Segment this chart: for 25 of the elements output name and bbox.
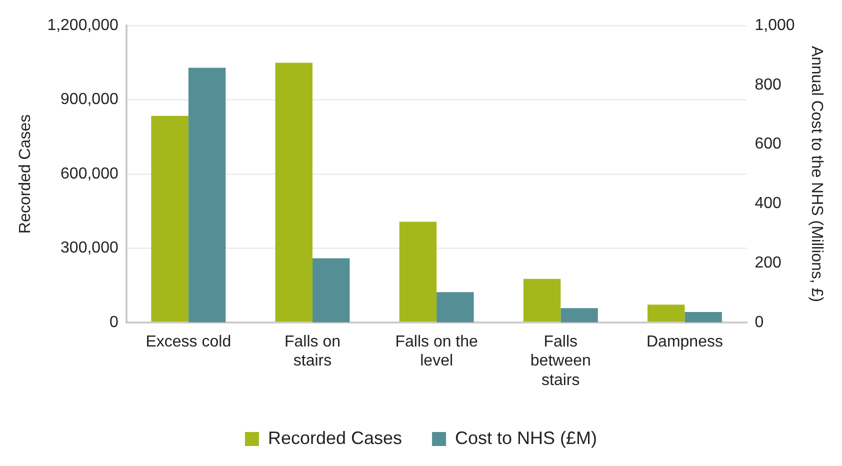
- legend-label: Cost to NHS (£M): [455, 428, 598, 448]
- x-tick-label: Falls on stairs: [284, 333, 341, 370]
- y2-tick-label: 800: [754, 76, 782, 94]
- x-tick-label: Excess cold: [146, 333, 232, 350]
- y-tick-label: 1,200,000: [47, 17, 118, 34]
- y2-tick-label: 600: [754, 136, 782, 153]
- y-tick-label: 300,000: [60, 240, 118, 257]
- x-tick-label: Falls between stairs: [530, 333, 591, 389]
- y2-tick-label: 200: [754, 254, 782, 272]
- x-tick-label: Falls on the level: [395, 333, 478, 370]
- y2-axis-title: Annual Cost to the NHS (Millions, £): [808, 46, 825, 302]
- legend-label: Recorded Cases: [268, 428, 402, 448]
- y2-tick-label: 0: [754, 314, 764, 331]
- x-tick-label: Dampness: [646, 333, 723, 350]
- y-tick-label: 0: [109, 314, 118, 331]
- bar: [399, 222, 437, 322]
- y2-tick-label: 1,000: [754, 17, 795, 34]
- y-axis-title: Recorded Cases: [17, 114, 34, 234]
- y-tick-label: 600,000: [60, 165, 118, 182]
- bar: [523, 278, 561, 322]
- y-tick-label: 900,000: [60, 91, 118, 108]
- bar: [436, 292, 474, 322]
- y2-tick-label: 400: [754, 195, 782, 212]
- bar: [275, 62, 312, 322]
- bar: [312, 258, 350, 322]
